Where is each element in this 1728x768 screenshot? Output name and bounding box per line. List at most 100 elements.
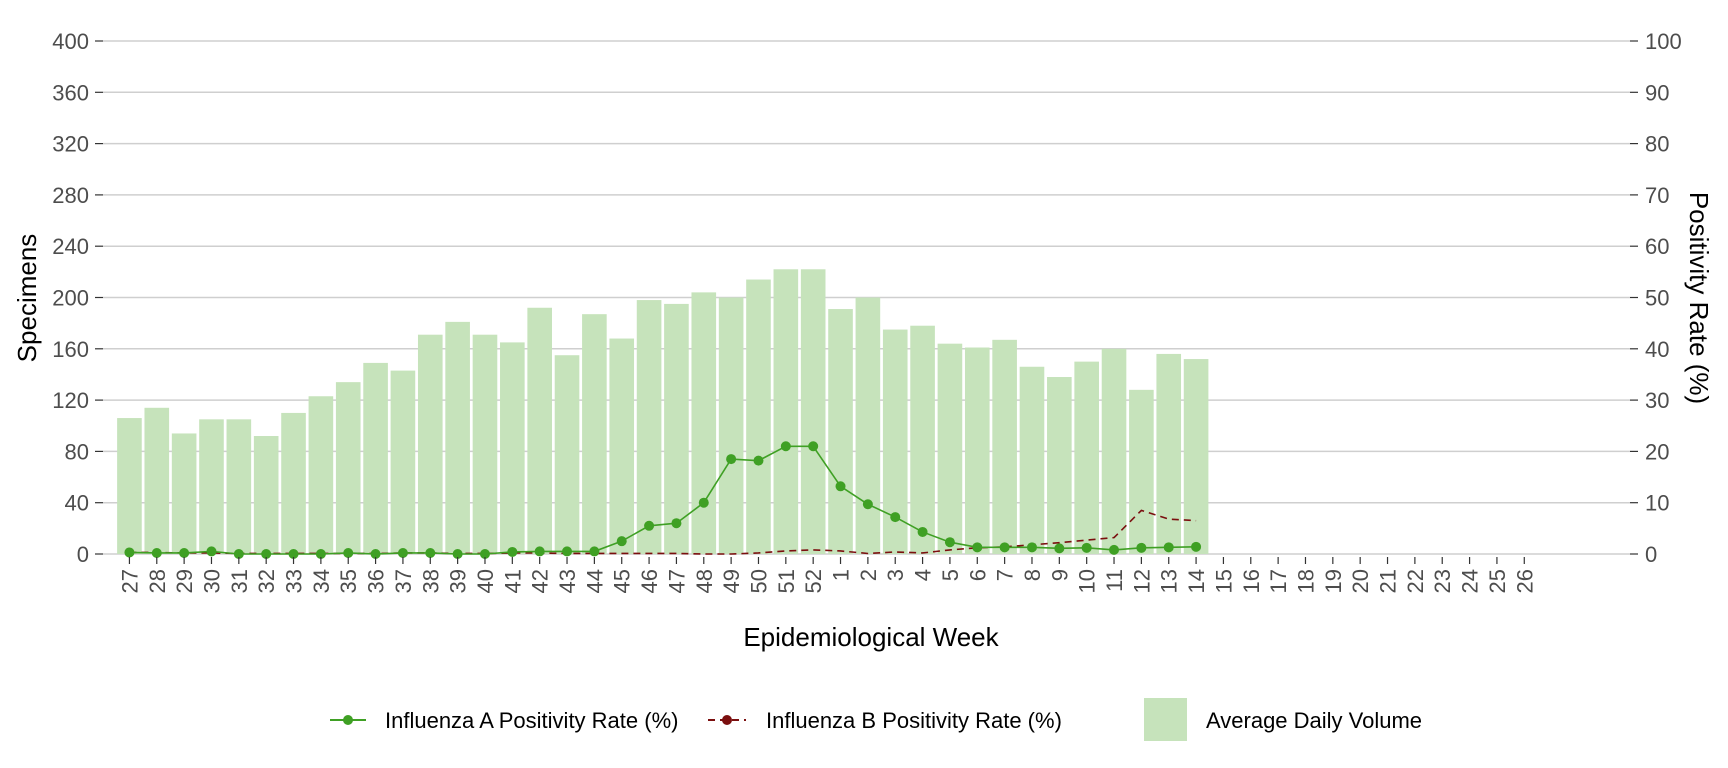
- legend-marker-influenza-b: [722, 715, 732, 725]
- bar-average-daily-volume: [1019, 366, 1045, 554]
- bar-average-daily-volume: [417, 334, 443, 554]
- y2-tick-label: 80: [1645, 132, 1669, 157]
- bar-average-daily-volume: [1074, 361, 1099, 554]
- point-influenza-a: [534, 546, 545, 557]
- x-tick-label: 13: [1157, 569, 1182, 593]
- y2-tick-label: 30: [1645, 388, 1669, 413]
- bar-average-daily-volume: [664, 303, 689, 554]
- bar-average-daily-volume: [636, 300, 662, 554]
- y-tick-label: 200: [52, 286, 89, 311]
- bar-average-daily-volume: [746, 279, 771, 554]
- point-influenza-a: [1136, 542, 1147, 553]
- point-influenza-a: [124, 547, 135, 558]
- x-tick-label: 15: [1211, 569, 1236, 593]
- point-influenza-a: [452, 549, 463, 559]
- y2-tick-label: 60: [1645, 234, 1669, 259]
- x-tick-label: 4: [911, 569, 936, 581]
- x-tick-label: 51: [774, 569, 799, 593]
- point-influenza-a: [835, 481, 846, 492]
- y-tick-label: 400: [52, 29, 89, 54]
- axes: 0408012016020024028032036040001020304050…: [52, 29, 1681, 593]
- x-tick-label: 29: [172, 569, 197, 593]
- point-influenza-a: [999, 542, 1010, 553]
- x-axis-title: Epidemiological Week: [743, 622, 999, 652]
- bar-average-daily-volume: [171, 433, 197, 554]
- bar-average-daily-volume: [609, 338, 635, 554]
- point-influenza-a: [397, 547, 408, 558]
- bar-average-daily-volume: [335, 382, 361, 554]
- bar-average-daily-volume: [308, 396, 334, 554]
- bar-average-daily-volume: [855, 297, 881, 554]
- x-tick-label: 17: [1266, 569, 1291, 593]
- x-tick-label: 8: [1020, 569, 1045, 581]
- y2-tick-label: 70: [1645, 183, 1669, 208]
- x-tick-label: 11: [1102, 569, 1127, 592]
- point-influenza-a: [261, 549, 272, 559]
- y-tick-label: 240: [52, 234, 89, 259]
- x-tick-label: 33: [282, 569, 307, 593]
- legend-item-influenza-a: Influenza A Positivity Rate (%): [330, 708, 678, 733]
- x-tick-label: 35: [336, 569, 361, 593]
- point-influenza-a: [315, 549, 326, 559]
- point-influenza-a: [808, 441, 819, 452]
- bar-average-daily-volume: [691, 292, 717, 554]
- y-tick-label: 160: [52, 337, 89, 362]
- y2-tick-label: 10: [1645, 491, 1669, 516]
- bar-average-daily-volume: [1156, 353, 1182, 554]
- bar-average-daily-volume: [828, 309, 853, 554]
- x-tick-label: 2: [856, 569, 881, 581]
- x-tick-label: 44: [582, 569, 607, 593]
- x-tick-label: 10: [1075, 569, 1100, 593]
- point-influenza-a: [1054, 543, 1065, 554]
- bar-average-daily-volume: [582, 314, 607, 554]
- y2-tick-label: 0: [1645, 542, 1657, 567]
- x-tick-label: 28: [145, 569, 170, 593]
- point-influenza-a: [179, 547, 190, 558]
- bar-average-daily-volume: [472, 334, 498, 554]
- bar-average-daily-volume: [253, 436, 279, 554]
- x-tick-label: 48: [692, 569, 717, 593]
- point-influenza-a: [753, 455, 764, 466]
- legend-swatch-volume: [1144, 698, 1187, 741]
- x-tick-label: 24: [1458, 569, 1483, 593]
- bar-average-daily-volume: [363, 362, 388, 554]
- x-tick-label: 32: [254, 569, 279, 593]
- y-tick-label: 0: [77, 542, 89, 567]
- x-tick-label: 39: [446, 569, 471, 593]
- y-tick-label: 120: [52, 388, 89, 413]
- bar-average-daily-volume: [773, 269, 799, 554]
- point-influenza-a: [726, 454, 737, 465]
- y-tick-label: 360: [52, 80, 89, 105]
- x-tick-label: 21: [1376, 569, 1401, 593]
- point-influenza-a: [1081, 542, 1092, 553]
- y2-axis-title: Positivity Rate (%): [1684, 192, 1714, 404]
- bar-average-daily-volume: [800, 269, 826, 554]
- y-tick-label: 80: [65, 439, 89, 464]
- x-tick-label: 18: [1293, 569, 1318, 593]
- point-influenza-a: [1163, 542, 1174, 553]
- point-influenza-a: [562, 546, 573, 557]
- bar-average-daily-volume: [937, 343, 963, 554]
- legend-item-influenza-b: Influenza B Positivity Rate (%): [708, 708, 1062, 733]
- x-tick-label: 31: [227, 569, 252, 593]
- bar-average-daily-volume: [1129, 389, 1154, 554]
- lines: [124, 441, 1202, 559]
- x-tick-label: 20: [1348, 569, 1373, 593]
- y2-tick-label: 90: [1645, 80, 1669, 105]
- point-influenza-a: [644, 520, 655, 531]
- x-tick-label: 41: [500, 569, 525, 593]
- y2-tick-label: 100: [1645, 29, 1682, 54]
- x-tick-label: 7: [993, 569, 1018, 581]
- x-tick-label: 45: [610, 569, 635, 593]
- bar-average-daily-volume: [992, 339, 1017, 554]
- point-influenza-a: [233, 549, 244, 559]
- point-influenza-a: [370, 549, 381, 559]
- bars: [117, 269, 1209, 554]
- point-influenza-a: [288, 549, 299, 559]
- bar-average-daily-volume: [144, 407, 170, 554]
- x-tick-label: 34: [309, 569, 334, 593]
- x-tick-label: 12: [1129, 569, 1154, 593]
- y-tick-label: 40: [65, 491, 89, 516]
